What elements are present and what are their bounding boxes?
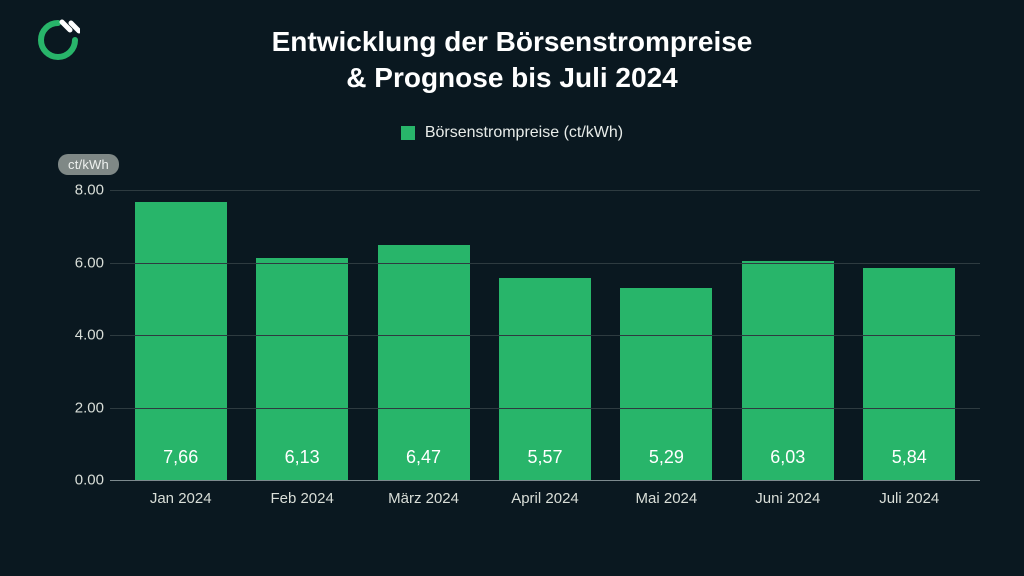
y-tick-label: 6.00: [48, 254, 104, 271]
y-tick-label: 4.00: [48, 327, 104, 344]
bar-slot: 6,47: [363, 245, 484, 480]
x-tick-label: Juli 2024: [849, 490, 970, 507]
bar-slot: 7,66: [120, 202, 241, 480]
title-line-2: & Prognose bis Juli 2024: [0, 60, 1024, 96]
chart-title: Entwicklung der Börsenstrompreise & Prog…: [0, 24, 1024, 96]
bar-value-label: 5,29: [649, 447, 684, 468]
x-tick-label: März 2024: [363, 490, 484, 507]
bar-value-label: 7,66: [163, 447, 198, 468]
bar-slot: 5,57: [484, 278, 605, 480]
bar-value-label: 5,84: [892, 447, 927, 468]
x-tick-label: Feb 2024: [241, 490, 362, 507]
bar: 6,13: [256, 258, 348, 480]
unit-badge-text: ct/kWh: [68, 157, 109, 172]
gridline: [110, 190, 980, 191]
bar: 5,57: [499, 278, 591, 480]
x-tick-label: Jan 2024: [120, 490, 241, 507]
bar-slot: 5,84: [849, 268, 970, 480]
bar: 7,66: [135, 202, 227, 480]
bar-value-label: 6,47: [406, 447, 441, 468]
bar: 5,84: [863, 268, 955, 480]
bar: 5,29: [620, 288, 712, 480]
gridline: [110, 335, 980, 336]
gridline: [110, 480, 980, 481]
bar-value-label: 6,13: [285, 447, 320, 468]
legend-label: Börsenstrompreise (ct/kWh): [425, 124, 623, 141]
chart-page: Entwicklung der Börsenstrompreise & Prog…: [0, 0, 1024, 576]
unit-badge: ct/kWh: [58, 154, 119, 175]
bar-slot: 6,13: [241, 258, 362, 480]
plot-area: 7,66 6,13 6,47 5,57 5,29 6,03 5,84: [110, 190, 980, 480]
bar-value-label: 6,03: [770, 447, 805, 468]
x-tick-label: Juni 2024: [727, 490, 848, 507]
y-tick-label: 8.00: [48, 182, 104, 199]
legend-swatch: [401, 126, 415, 140]
legend: Börsenstrompreise (ct/kWh): [0, 124, 1024, 142]
y-tick-label: 2.00: [48, 399, 104, 416]
bar-slot: 6,03: [727, 261, 848, 480]
bar: 6,47: [378, 245, 470, 480]
bar-slot: 5,29: [606, 288, 727, 480]
title-line-1: Entwicklung der Börsenstrompreise: [0, 24, 1024, 60]
y-tick-label: 0.00: [48, 472, 104, 489]
gridline: [110, 408, 980, 409]
x-tick-label: April 2024: [484, 490, 605, 507]
bar-value-label: 5,57: [527, 447, 562, 468]
x-tick-label: Mai 2024: [606, 490, 727, 507]
gridline: [110, 263, 980, 264]
bar: 6,03: [742, 261, 834, 480]
x-axis-labels: Jan 2024Feb 2024März 2024April 2024Mai 2…: [110, 490, 980, 507]
